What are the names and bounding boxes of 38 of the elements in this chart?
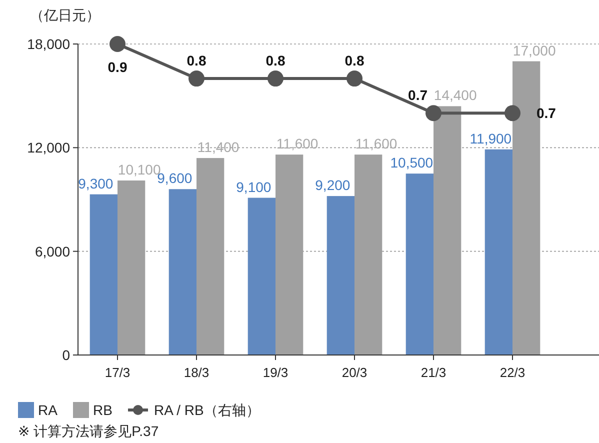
bar [326,196,354,355]
bar [484,149,512,355]
bar [406,174,434,355]
data-label: 9,300 [78,175,114,192]
data-label: 0.8 [186,52,206,69]
x-tick-label: 19/3 [262,365,288,380]
x-tick-label: 22/3 [500,365,526,380]
y-tick-label: 18,000 [27,36,70,52]
y-tick-label: 0 [62,347,70,363]
x-tick-label: 21/3 [420,365,446,380]
x-tick-label: 18/3 [184,365,210,380]
data-label: 0.8 [344,52,364,69]
data-label: 14,400 [434,87,477,104]
data-label: 9,200 [315,177,350,194]
bar [248,198,276,355]
data-label: 0.8 [266,52,286,69]
y-axis-title: （亿日元） [30,7,100,23]
bar [90,194,118,355]
data-label: 0.9 [108,59,128,75]
data-label: 9,100 [236,178,272,195]
data-label: 10,500 [390,154,434,171]
legend-label: RA [38,402,58,418]
data-label: 11,400 [197,139,240,156]
text: ※ 计算方法请参见P.37 [18,423,159,439]
x-tick-label: 17/3 [104,365,130,380]
data-label: 11,600 [276,136,318,152]
data-label: 11,600 [355,136,398,152]
x-tick-label: 20/3 [342,365,368,380]
bar [196,158,224,355]
data-label: 17,000 [512,42,556,58]
bar [168,189,196,355]
data-label: 0.7 [408,87,428,104]
legend-label: RA / RB（右轴） [154,402,260,418]
y-tick-label: 12,000 [27,140,70,156]
y-tick-label: 6,000 [34,243,70,260]
legend-label: RB [93,402,112,418]
data-label: 11,900 [470,130,512,146]
data-label: 0.7 [536,105,556,122]
